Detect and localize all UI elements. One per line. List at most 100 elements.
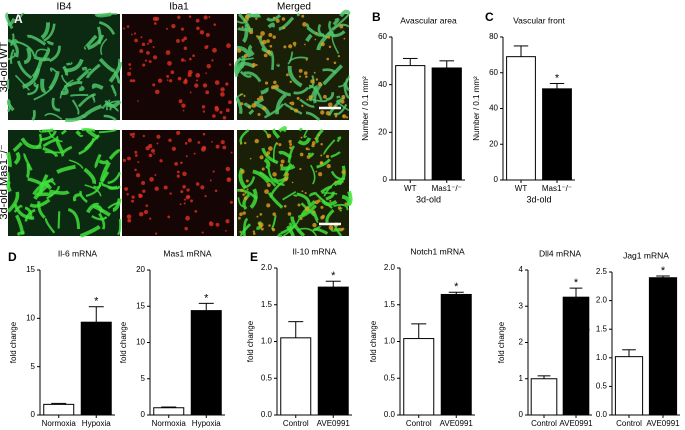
vessel bbox=[240, 223, 252, 238]
vessel bbox=[6, 191, 20, 213]
y-tick-label: 2.0 bbox=[596, 296, 608, 305]
vessel bbox=[44, 217, 56, 234]
microglia bbox=[208, 16, 211, 18]
vessel bbox=[56, 164, 76, 174]
x-tick-label: AVE0991 bbox=[559, 419, 593, 428]
vessel bbox=[317, 24, 328, 39]
microglia bbox=[168, 138, 172, 143]
microglia bbox=[304, 43, 306, 46]
microglia bbox=[220, 140, 225, 145]
microglia bbox=[230, 151, 233, 154]
vessel bbox=[86, 202, 99, 214]
microglia bbox=[286, 73, 289, 77]
microglia bbox=[204, 45, 208, 50]
vessel bbox=[248, 109, 255, 115]
microglia bbox=[142, 134, 146, 138]
vessel bbox=[31, 109, 36, 121]
x-tick-label: Mas1⁻/⁻ bbox=[432, 184, 462, 193]
microglia bbox=[182, 109, 185, 112]
y-tick-label: 60 bbox=[489, 68, 498, 77]
vessel bbox=[79, 224, 101, 238]
microglia bbox=[142, 63, 146, 67]
vessel bbox=[83, 167, 97, 185]
microglia bbox=[152, 83, 156, 87]
microglia bbox=[310, 79, 315, 84]
microglia bbox=[341, 170, 346, 175]
microglia bbox=[141, 181, 146, 186]
vessel bbox=[98, 57, 116, 73]
microglia bbox=[314, 200, 319, 205]
vessel bbox=[330, 151, 341, 158]
vessel bbox=[310, 164, 316, 185]
microglia bbox=[237, 216, 241, 220]
y-tick-label: 80 bbox=[489, 32, 498, 41]
microglia bbox=[337, 54, 341, 58]
vessel bbox=[7, 52, 16, 61]
y-tick-label: 0 bbox=[141, 410, 146, 419]
microglia bbox=[323, 94, 327, 99]
vessel bbox=[322, 64, 344, 86]
microglia bbox=[247, 105, 251, 109]
microglia bbox=[215, 144, 220, 149]
microglia bbox=[185, 155, 188, 158]
vessel bbox=[101, 183, 122, 190]
microglia bbox=[259, 35, 263, 39]
microglia bbox=[244, 192, 247, 195]
microglia bbox=[131, 135, 135, 139]
microglia bbox=[141, 42, 146, 47]
microglia bbox=[212, 114, 216, 118]
bar bbox=[80, 321, 112, 416]
microglia bbox=[334, 114, 338, 118]
microglia bbox=[256, 215, 259, 218]
microglia bbox=[127, 71, 132, 76]
microglia bbox=[228, 63, 232, 66]
y-tick-label: 40 bbox=[378, 80, 387, 89]
microglia bbox=[240, 169, 245, 174]
chart-title: Il-10 mRNA bbox=[293, 246, 337, 256]
microglia bbox=[184, 142, 188, 145]
microglia bbox=[345, 116, 349, 119]
microglia bbox=[259, 95, 264, 100]
y-tick-label: 0.0 bbox=[384, 410, 396, 419]
microglia bbox=[213, 23, 217, 26]
microglia bbox=[189, 91, 192, 94]
vessel bbox=[91, 83, 104, 90]
microglia bbox=[335, 112, 338, 115]
microglia bbox=[279, 163, 284, 167]
x-tick-label: AVE0991 bbox=[440, 419, 474, 428]
vessel bbox=[316, 158, 331, 169]
y-axis-label: fold change bbox=[9, 321, 18, 363]
microglia bbox=[176, 170, 180, 174]
microglia bbox=[157, 78, 163, 83]
microglia bbox=[165, 50, 171, 55]
bar bbox=[530, 378, 558, 416]
row-label: 3d-old Mas1⁻/⁻ bbox=[0, 144, 10, 219]
microglia bbox=[220, 87, 225, 92]
microglia bbox=[194, 210, 198, 213]
microglia bbox=[271, 228, 276, 232]
vessel bbox=[68, 159, 84, 169]
microglia bbox=[314, 38, 317, 41]
microglia bbox=[195, 18, 200, 23]
vessel bbox=[296, 12, 301, 17]
microglia bbox=[282, 26, 286, 30]
microglia bbox=[264, 81, 269, 85]
microglia bbox=[308, 148, 310, 151]
vessel bbox=[331, 13, 350, 31]
vessel bbox=[33, 85, 54, 101]
microglia bbox=[328, 45, 332, 49]
microglia bbox=[243, 18, 247, 22]
microglia bbox=[134, 154, 138, 157]
microglia bbox=[249, 157, 252, 160]
microglia bbox=[204, 195, 207, 198]
y-axis-label: Number / 0.1 mm² bbox=[472, 76, 481, 141]
vessel bbox=[278, 125, 287, 133]
microglia bbox=[171, 146, 177, 151]
vessel bbox=[332, 18, 340, 26]
vessel bbox=[6, 180, 12, 193]
microglia bbox=[302, 22, 307, 27]
vessel bbox=[82, 104, 103, 119]
microglia bbox=[242, 211, 246, 215]
microglia bbox=[134, 150, 138, 154]
vessel bbox=[79, 85, 85, 92]
